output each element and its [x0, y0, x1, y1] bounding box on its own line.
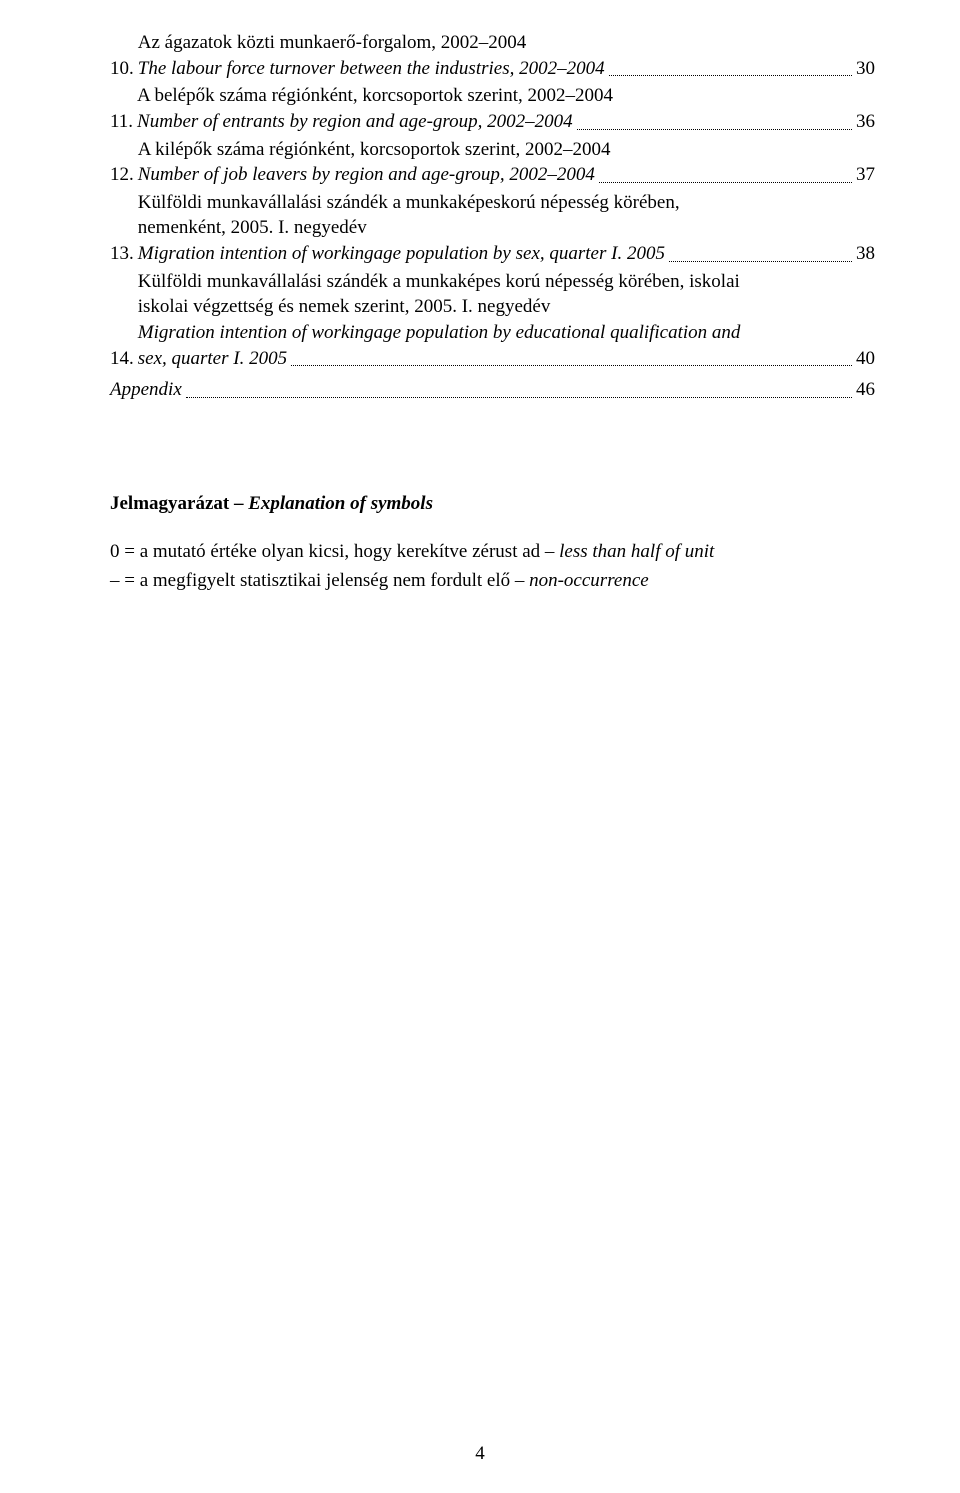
toc-page: 38 — [856, 241, 875, 267]
appendix-label: Appendix — [110, 377, 182, 403]
symbols-line-1-en: less than half of unit — [559, 541, 714, 562]
toc-leader-dots — [291, 347, 852, 366]
appendix-entry: Appendix 46 — [110, 377, 875, 403]
symbols-line-2: – = a megfigyelt statisztikai jelenség n… — [110, 568, 875, 595]
toc-leader-dots — [599, 164, 852, 183]
toc-number: 13. — [110, 241, 138, 267]
toc-entry-12: 12. A kilépők száma régiónként, korcsopo… — [110, 137, 875, 188]
toc-leader-dots — [669, 243, 852, 262]
toc-title-hu-cont: iskolai végzettség és nemek szerint, 200… — [138, 294, 875, 320]
toc-title-hu-cont: nemenként, 2005. I. negyedév — [138, 215, 875, 241]
toc-number: 12. — [110, 162, 138, 188]
symbols-heading-en: Explanation of symbols — [248, 493, 433, 514]
toc-number: 10. — [110, 56, 138, 82]
toc-title-hu: Külföldi munkavállalási szándék a munkak… — [138, 190, 875, 216]
page-number: 4 — [0, 1443, 960, 1465]
toc-page: 37 — [856, 162, 875, 188]
toc-title-en: Number of job leavers by region and age-… — [138, 162, 595, 188]
toc-title-en: The labour force turnover between the in… — [138, 56, 605, 82]
toc-entry-11: 11. A belépők száma régiónként, korcsopo… — [110, 83, 875, 134]
toc-title-en-cont: sex, quarter I. 2005 — [138, 346, 287, 372]
symbols-line-2-en: non-occurrence — [529, 570, 649, 591]
toc-page: 30 — [856, 56, 875, 82]
toc-title-hu: A belépők száma régiónként, korcsoportok… — [137, 83, 875, 109]
toc-leader-dots — [186, 379, 852, 398]
toc-entry-10: 10. Az ágazatok közti munkaerő-forgalom,… — [110, 30, 875, 81]
toc-entry-13: 13. Külföldi munkavállalási szándék a mu… — [110, 190, 875, 267]
symbols-line-1: 0 = a mutató értéke olyan kicsi, hogy ke… — [110, 539, 875, 566]
toc-title-en: Migration intention of workingage popula… — [138, 320, 875, 346]
toc-page: 40 — [856, 346, 875, 372]
symbols-heading: Jelmagyarázat – Explanation of symbols — [110, 493, 875, 515]
toc-title-hu: Az ágazatok közti munkaerő-forgalom, 200… — [138, 30, 875, 56]
toc-entry-14: 14. Külföldi munkavállalási szándék a mu… — [110, 269, 875, 372]
toc-title-en: Number of entrants by region and age-gro… — [137, 109, 573, 135]
appendix-page: 46 — [856, 377, 875, 403]
toc-number: 11. — [110, 109, 137, 135]
toc-leader-dots — [609, 57, 852, 76]
toc-number: 14. — [110, 346, 138, 372]
toc-title-hu: A kilépők száma régiónként, korcsoportok… — [138, 137, 875, 163]
toc-page: 36 — [856, 109, 875, 135]
toc-title-en: Migration intention of workingage popula… — [138, 241, 665, 267]
symbols-line-2-hu: – = a megfigyelt statisztikai jelenség n… — [110, 570, 529, 591]
symbols-heading-hu: Jelmagyarázat – — [110, 493, 248, 514]
symbols-line-1-hu: 0 = a mutató értéke olyan kicsi, hogy ke… — [110, 541, 559, 562]
toc-title-hu: Külföldi munkavállalási szándék a munkak… — [138, 269, 875, 295]
toc-leader-dots — [577, 111, 852, 130]
